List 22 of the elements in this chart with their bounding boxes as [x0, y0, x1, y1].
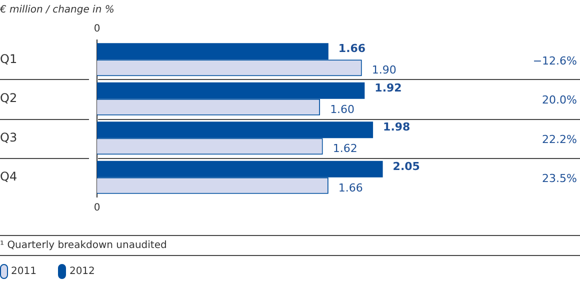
text: 20.0%: [542, 94, 577, 107]
text: 23.5%: [542, 172, 577, 186]
text: −12.6%: [532, 54, 577, 68]
text: 0: [94, 24, 100, 35]
data-label: 1.60: [330, 102, 355, 116]
data-label: 2.05: [392, 160, 420, 173]
y-tick-label: Q2: [0, 91, 18, 105]
text: 0: [94, 202, 100, 214]
y-tick-label: Q3: [0, 130, 18, 144]
data-label: 1.90: [372, 64, 396, 77]
legend-label: 2012: [69, 266, 95, 277]
data-label: 1.62: [332, 142, 358, 156]
data-label: 1.98: [383, 120, 410, 134]
legend-label: 2011: [11, 266, 36, 277]
chart-title: € million / change in %: [0, 4, 114, 16]
y-tick-label: Q1: [0, 52, 18, 66]
text: 22.2%: [542, 132, 577, 146]
text: ¹ Quarterly breakdown unaudited: [0, 235, 580, 256]
data-label: 1.66: [338, 181, 363, 194]
data-label: 1.66: [338, 42, 366, 56]
y-tick-label: Q4: [0, 170, 18, 184]
data-label: 1.92: [374, 81, 402, 94]
